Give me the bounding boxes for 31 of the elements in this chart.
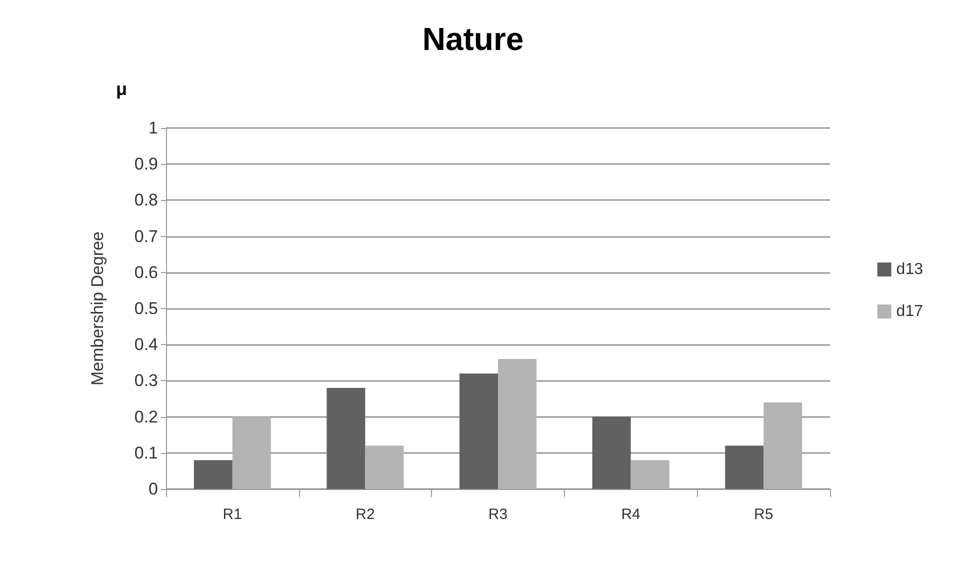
chart-title: Nature (422, 21, 524, 57)
y-tick-label: 0.8 (134, 190, 158, 210)
bar (630, 460, 670, 489)
y-tick-label: 0.2 (134, 407, 158, 426)
text: μ (116, 79, 128, 99)
bar (764, 402, 802, 489)
y-tick-label: 0 (148, 480, 158, 498)
bar (194, 460, 232, 489)
y-axis-title: Membership Degree (88, 231, 107, 386)
x-tick-label: R3 (488, 506, 508, 523)
y-tick-label: 0.6 (134, 262, 158, 282)
bar (498, 359, 537, 489)
bar (232, 416, 271, 489)
y-tick-label: 0.1 (134, 443, 158, 462)
y-tick-label: 0.5 (134, 299, 158, 318)
y-tick-label: 0.3 (134, 371, 158, 390)
x-tick-label: R5 (754, 506, 774, 523)
y-tick-label: 0.4 (134, 335, 158, 354)
bar (365, 446, 404, 489)
bar (459, 373, 498, 489)
x-tick-label: R2 (356, 506, 375, 523)
y-tick-label: 1 (148, 118, 158, 138)
bar (725, 446, 764, 489)
y-tick-label: 0.9 (134, 154, 158, 174)
legend-label: d13 (896, 261, 924, 278)
y-tick-label: 0.7 (134, 226, 158, 246)
bar (592, 416, 631, 489)
x-tick-label: R4 (621, 506, 640, 523)
bar (326, 388, 366, 489)
legend-label: d17 (896, 303, 924, 320)
x-tick-label: R1 (222, 506, 242, 523)
